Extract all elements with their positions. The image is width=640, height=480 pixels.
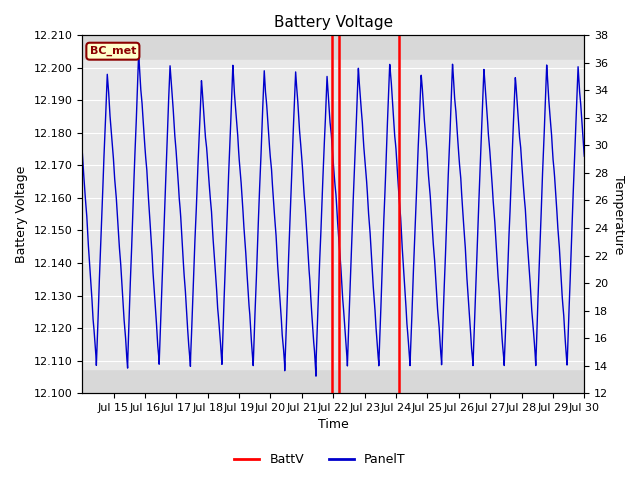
Legend: BattV, PanelT: BattV, PanelT — [229, 448, 411, 471]
Text: BC_met: BC_met — [90, 46, 136, 56]
Title: Battery Voltage: Battery Voltage — [274, 15, 393, 30]
X-axis label: Time: Time — [318, 419, 349, 432]
Y-axis label: Battery Voltage: Battery Voltage — [15, 166, 28, 263]
Y-axis label: Temperature: Temperature — [612, 175, 625, 254]
Bar — [82, 60, 584, 369]
